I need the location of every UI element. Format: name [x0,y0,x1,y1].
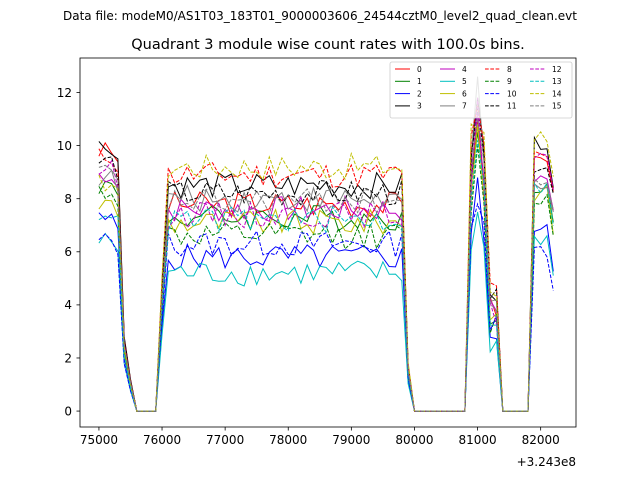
legend-label-5: 5 [462,77,467,86]
y-tick-label: 12 [57,86,72,100]
y-tick-label: 10 [57,139,72,153]
x-tick-label: 79000 [332,433,370,447]
x-tick-label: 75000 [80,433,118,447]
legend-label-7: 7 [462,102,467,111]
series-line-14 [98,123,554,412]
legend-box [389,61,573,119]
legend-label-4: 4 [462,65,467,74]
figure-suptitle: Data file: modeM0/AS1T03_183T01_90000036… [63,9,577,23]
legend-label-1: 1 [417,77,422,86]
series-line-6 [98,124,554,412]
legend-label-10: 10 [507,89,517,98]
legend-label-8: 8 [507,65,512,74]
plot-lines [98,76,554,412]
series-line-9 [98,145,554,412]
series-line-5 [98,211,554,412]
series-line-15 [98,119,554,412]
series-line-13 [98,140,554,412]
x-tick-label: 77000 [206,433,244,447]
x-offset-label: +3.243e8 [517,455,576,469]
legend-label-14: 14 [552,89,562,98]
legend-label-3: 3 [417,102,422,111]
y-tick-label: 6 [64,245,72,259]
legend-label-15: 15 [552,102,562,111]
legend-label-11: 11 [507,102,517,111]
x-tick-label: 80000 [395,433,433,447]
y-tick-label: 2 [64,351,72,365]
y-tick-label: 4 [64,298,72,312]
chart-title: Quadrant 3 module wise count rates with … [131,37,525,53]
x-tick-label: 76000 [143,433,181,447]
legend-label-6: 6 [462,89,467,98]
legend-label-13: 13 [552,77,562,86]
legend-label-0: 0 [417,65,422,74]
legend-label-2: 2 [417,89,422,98]
x-tick-label: 81000 [458,433,496,447]
axes: 75000 76000 77000 78000 79000 80000 81000 82000… [57,57,577,447]
y-tick-label: 0 [64,404,72,418]
x-tick-label: 82000 [522,433,560,447]
legend-label-12: 12 [552,65,562,74]
y-tick-label: 8 [64,192,72,206]
axes-frame [79,57,577,428]
x-tick-label: 78000 [269,433,307,447]
legend-label-9: 9 [507,77,512,86]
